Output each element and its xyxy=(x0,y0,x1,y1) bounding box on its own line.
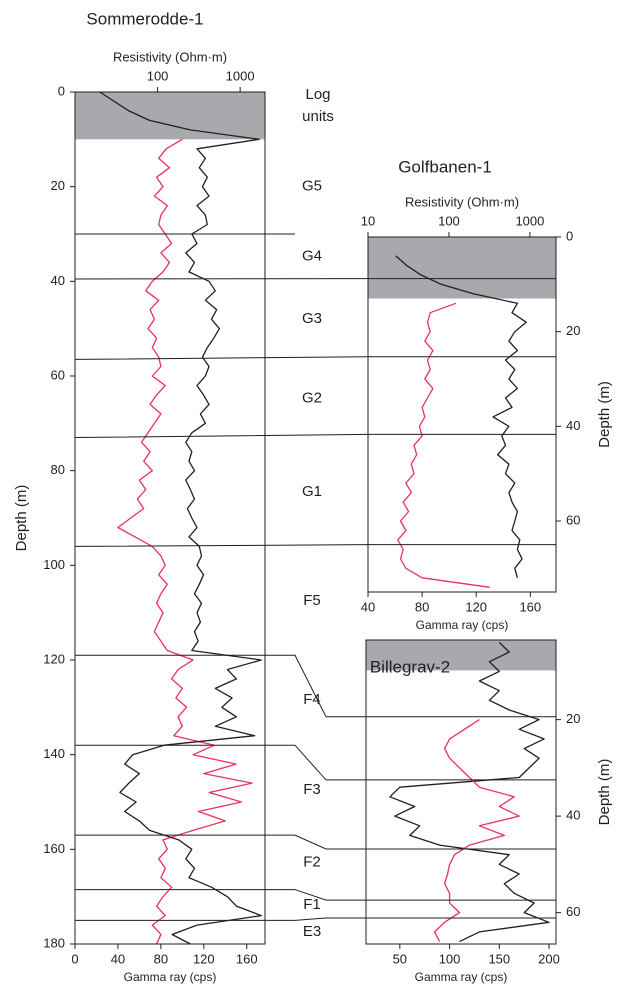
x2-tick-label: 100 xyxy=(438,213,460,228)
y-tick-label: 100 xyxy=(43,557,65,572)
log-curve xyxy=(397,302,490,588)
plot-frame xyxy=(367,236,557,593)
y-tick-label: 40 xyxy=(566,418,580,433)
unit-boundary xyxy=(75,834,556,850)
log-curve xyxy=(389,641,550,943)
log-unit-label: G4 xyxy=(302,247,322,264)
x-tick-label: 0 xyxy=(71,951,78,966)
x-tick-label: 200 xyxy=(538,951,560,966)
log-curve xyxy=(99,91,262,945)
x-tick-label: 120 xyxy=(193,951,215,966)
unit-boundary xyxy=(75,654,556,718)
x-tick-label: 50 xyxy=(393,951,407,966)
x2-axis-title: Resistivity (Ohm·m) xyxy=(113,49,227,64)
shaded-zone xyxy=(368,237,556,299)
y-tick-label: 20 xyxy=(566,323,580,338)
log-units-title: Log units xyxy=(302,86,334,125)
log-unit-label: F3 xyxy=(303,781,321,798)
x-tick-label: 160 xyxy=(236,951,258,966)
unit-boundary xyxy=(74,433,556,439)
well-title: Golfbanen-1 xyxy=(398,157,492,176)
x-tick-label: 80 xyxy=(154,951,168,966)
x2-tick-label: 1000 xyxy=(226,68,255,83)
log-unit-label: F1 xyxy=(303,896,321,913)
log-unit-label: G1 xyxy=(302,483,322,500)
x-tick-label: 150 xyxy=(488,951,510,966)
log-curve xyxy=(117,138,253,945)
y-tick-label: 60 xyxy=(566,512,580,527)
y-tick-label: 20 xyxy=(51,178,65,193)
y-axis-title: Depth (m) xyxy=(13,485,30,552)
x-tick-label: 80 xyxy=(415,599,429,614)
y-tick-label: 0 xyxy=(566,228,573,243)
log-unit-label: G2 xyxy=(302,389,322,406)
log-unit-label: G3 xyxy=(302,310,322,327)
log-unit-label: G5 xyxy=(302,178,322,195)
log-unit-label: F2 xyxy=(303,853,321,870)
x-tick-label: 40 xyxy=(361,599,375,614)
y-axis-title: Depth (m) xyxy=(596,381,613,448)
y-tick-label: 40 xyxy=(566,808,580,823)
x-tick-label: 160 xyxy=(519,599,541,614)
x2-axis-title: Resistivity (Ohm·m) xyxy=(405,194,519,209)
x-axis-title: Gamma ray (cps) xyxy=(416,618,509,632)
shaded-zone xyxy=(75,92,265,140)
y-axis-title: Depth (m) xyxy=(596,759,613,826)
x-axis-title: Gamma ray (cps) xyxy=(124,970,217,984)
y-tick-label: 20 xyxy=(566,711,580,726)
well-title: Billegrav-2 xyxy=(370,657,450,676)
y-tick-label: 180 xyxy=(43,935,65,950)
log-unit-label: F5 xyxy=(303,592,321,609)
y-tick-label: 40 xyxy=(51,273,65,288)
unit-boundary xyxy=(74,356,556,360)
log-unit-label: E3 xyxy=(303,923,321,940)
x2-tick-label: 10 xyxy=(361,213,375,228)
shaded-zone xyxy=(366,640,556,671)
x-tick-label: 100 xyxy=(439,951,461,966)
x-axis-title: Gamma ray (cps) xyxy=(415,970,508,984)
y-tick-label: 0 xyxy=(58,83,65,98)
log-unit-label: F4 xyxy=(303,691,321,708)
log-curve xyxy=(433,719,520,942)
unit-boundary xyxy=(75,917,556,921)
y-tick-label: 120 xyxy=(43,651,65,666)
well-title: Sommerodde-1 xyxy=(86,9,203,28)
plot-frame xyxy=(365,639,557,945)
log-curve xyxy=(395,255,527,578)
unit-boundary xyxy=(74,544,556,547)
plot-frame xyxy=(74,91,266,945)
x2-tick-label: 100 xyxy=(147,68,169,83)
x2-tick-label: 1000 xyxy=(515,213,544,228)
y-tick-label: 80 xyxy=(51,462,65,477)
y-tick-label: 60 xyxy=(51,367,65,382)
y-tick-label: 140 xyxy=(43,746,65,761)
unit-boundary xyxy=(75,889,556,901)
y-tick-label: 160 xyxy=(43,841,65,856)
x-tick-label: 40 xyxy=(111,951,125,966)
unit-boundary xyxy=(75,744,556,781)
x-tick-label: 120 xyxy=(465,599,487,614)
y-tick-label: 60 xyxy=(566,904,580,919)
